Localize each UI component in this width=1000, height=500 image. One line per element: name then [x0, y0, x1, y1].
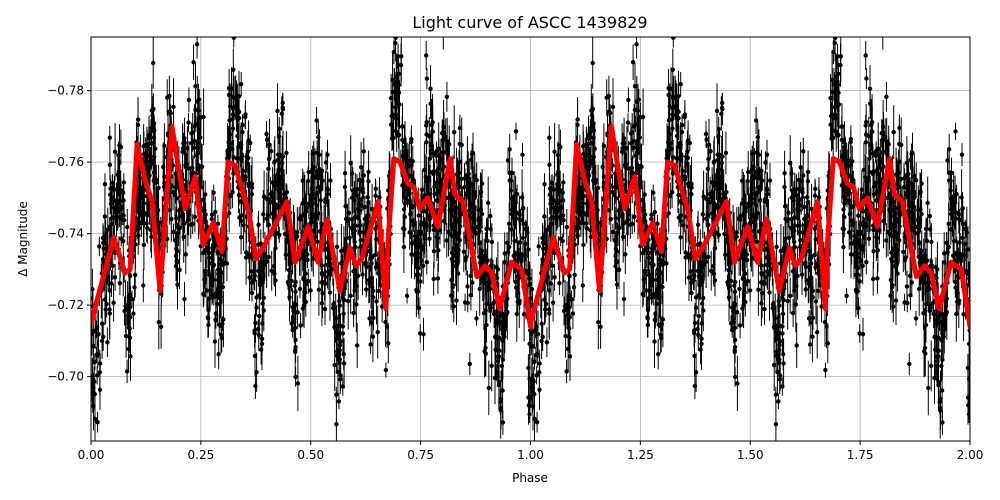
- data-points: [91, 37, 970, 427]
- y-axis-label: Δ Magnitude: [16, 201, 30, 277]
- model-line: [91, 123, 970, 330]
- y-tick-label: −0.70: [47, 370, 84, 384]
- y-tick-label: −0.72: [47, 298, 84, 312]
- x-axis-label: Phase: [512, 471, 548, 485]
- x-tick-label: 0.50: [297, 448, 324, 462]
- x-tick-label: 2.00: [957, 448, 984, 462]
- x-tick-label: 0.00: [78, 448, 105, 462]
- x-tick-label: 1.75: [847, 448, 874, 462]
- x-tick-label: 1.25: [627, 448, 654, 462]
- x-tick-label: 0.75: [407, 448, 434, 462]
- x-axis-ticks: 0.00 0.25 0.50 0.75 1.00 1.25 1.50 1.75 2.00: [78, 441, 984, 462]
- x-tick-label: 1.50: [737, 448, 764, 462]
- model-curve: [91, 123, 970, 330]
- y-tick-label: −0.76: [47, 155, 84, 169]
- x-tick-label: 0.25: [188, 448, 215, 462]
- y-tick-label: −0.78: [47, 84, 84, 98]
- y-tick-label: −0.74: [47, 227, 84, 241]
- y-axis-ticks: −0.78 −0.76 −0.74 −0.72 −0.70: [47, 84, 91, 384]
- observation-points: [91, 37, 970, 441]
- x-tick-label: 1.00: [517, 448, 544, 462]
- chart-title: Light curve of ASCC 1439829: [412, 13, 647, 32]
